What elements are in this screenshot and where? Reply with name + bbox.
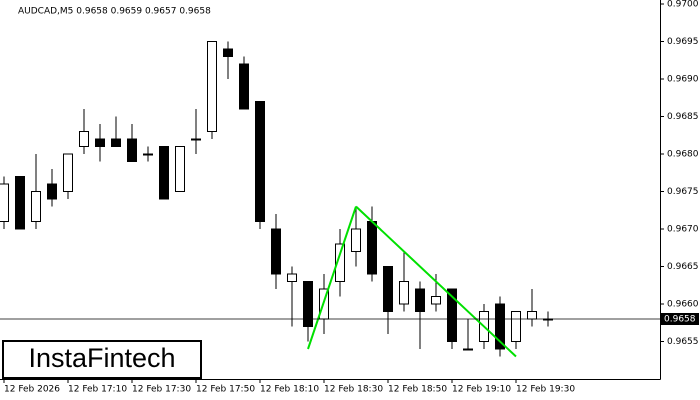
y-tick-label: 0.9685 <box>667 112 699 122</box>
candle-body <box>383 266 393 312</box>
candle-body <box>15 176 25 230</box>
candle-body <box>0 183 9 222</box>
y-tick-label: 0.9675 <box>667 187 699 197</box>
candle-body <box>351 228 361 252</box>
y-tick-label: 0.9665 <box>667 262 699 272</box>
candle-body <box>239 63 249 110</box>
candle-body <box>271 228 281 275</box>
candle-body <box>399 281 409 305</box>
x-tick-label: 12 Feb 17:50 <box>196 385 255 395</box>
candle-body <box>527 311 537 320</box>
candle-body <box>303 281 313 327</box>
y-tick-label: 0.9680 <box>667 150 699 160</box>
candle-body <box>495 303 505 350</box>
logo-text: InstaFintech <box>28 343 175 373</box>
candle-body <box>127 138 137 162</box>
candle-body <box>335 243 345 282</box>
x-tick-label: 12 Feb 17:10 <box>68 385 127 395</box>
candle-body <box>159 146 169 200</box>
candle-body <box>143 153 153 156</box>
candle-body <box>31 191 41 222</box>
price-label: 0.9658 <box>664 315 696 325</box>
candle-body <box>415 288 425 312</box>
logo-box <box>2 340 202 379</box>
candle-body <box>79 131 89 147</box>
price-label-box <box>661 313 699 325</box>
candle-body <box>255 101 265 222</box>
x-tick-label: 12 Feb 18:30 <box>324 385 383 395</box>
candle-body <box>287 273 297 282</box>
y-tick-label: 0.9695 <box>667 37 699 47</box>
y-tick-label: 0.9655 <box>667 337 699 347</box>
x-tick-label: 12 Feb 19:10 <box>452 385 511 395</box>
x-tick-label: 12 Feb 17:30 <box>132 385 191 395</box>
y-tick-label: 0.9690 <box>667 75 699 85</box>
y-tick-label: 0.9700 <box>667 0 699 10</box>
y-tick-label: 0.9660 <box>667 300 699 310</box>
candle-body <box>207 41 217 132</box>
candle-body <box>223 48 233 57</box>
x-tick-label: 12 Feb 2026 <box>4 385 60 395</box>
candle-body <box>63 153 73 192</box>
candle-body <box>47 183 57 200</box>
candle-body <box>431 296 441 305</box>
chart-title: AUDCAD,M5 0.9658 0.9659 0.9657 0.9658 <box>18 7 211 17</box>
candle-body <box>111 138 121 147</box>
x-tick-label: 12 Feb 19:30 <box>516 385 575 395</box>
candle-body <box>447 288 457 342</box>
candle-body <box>463 348 473 351</box>
x-tick-label: 12 Feb 18:10 <box>260 385 319 395</box>
candle-body <box>511 311 521 342</box>
candle-body <box>367 221 377 275</box>
pattern-line <box>355 205 517 358</box>
candle-body <box>191 138 201 141</box>
x-tick-label: 12 Feb 18:50 <box>388 385 447 395</box>
y-tick-label: 0.9670 <box>667 225 699 235</box>
candle-body <box>175 146 185 192</box>
candle-body <box>95 138 105 147</box>
pattern-line <box>307 206 357 350</box>
